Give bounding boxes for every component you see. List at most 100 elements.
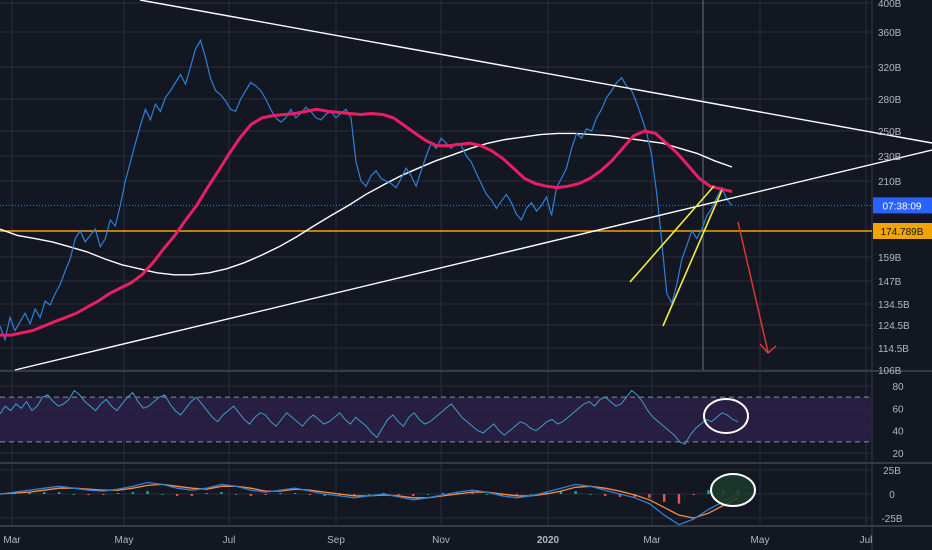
macd-tick-label: 0: [889, 490, 895, 501]
rsi-band-fill: [0, 397, 872, 442]
ascending-trendline: [14, 149, 932, 371]
time-axis[interactable]: Mar May Jul Sep Nov 2020 Mar May Jul: [3, 535, 872, 546]
time-tick-label: May: [751, 535, 770, 546]
histogram-bar: [264, 494, 267, 495]
histogram-bar: [234, 494, 238, 495]
rsi-tick-label: 80: [892, 382, 904, 393]
histogram-bar: [205, 493, 208, 494]
histogram-bar: [692, 494, 695, 495]
price-tick-label: 280B: [878, 95, 902, 106]
moving-average-slow-line: [0, 132, 733, 276]
price-tick-label: 230B: [878, 152, 902, 163]
time-tick-label: Mar: [3, 535, 21, 546]
price-tick-label: 159B: [878, 253, 902, 264]
histogram-bar: [559, 491, 563, 494]
macd-tick-label: 25B: [883, 466, 901, 477]
drawing-annotations: [14, 0, 932, 507]
time-tick-label: 2020: [537, 535, 560, 546]
histogram-bar: [412, 494, 415, 496]
histogram-bar: [530, 494, 533, 495]
time-tick-label: May: [115, 535, 134, 546]
histogram-bar: [441, 493, 444, 494]
histogram-bar: [146, 491, 149, 494]
histogram-bar: [426, 494, 430, 495]
last-price-tag: [873, 197, 932, 214]
price-tick-label: 210B: [878, 177, 902, 188]
time-tick-label: Sep: [327, 535, 345, 546]
rsi-tick-label: 20: [892, 449, 904, 460]
histogram-bar: [515, 494, 518, 496]
histogram-bar: [707, 490, 710, 494]
histogram-bar: [618, 494, 622, 497]
histogram-bar: [308, 494, 312, 495]
histogram-bar: [294, 493, 297, 494]
time-tick-label: Nov: [432, 535, 450, 546]
price-tick-label: 400B: [878, 0, 902, 10]
histogram-bar: [220, 492, 223, 494]
histogram-bar: [72, 494, 75, 495]
histogram-bar: [190, 494, 194, 496]
time-tick-label: Jul: [223, 535, 236, 546]
rsi-tick-label: 60: [892, 404, 904, 415]
price-line: [0, 38, 733, 342]
macd-highlight-circle: [710, 473, 756, 507]
price-tick-label: 124.5B: [878, 321, 910, 332]
histogram-bar: [57, 492, 61, 494]
histogram-bar: [544, 492, 548, 494]
price-tick-label: 320B: [878, 63, 902, 74]
price-tick-label: 147B: [878, 277, 902, 288]
channel-upper-line: [629, 185, 715, 283]
histogram-bar: [353, 494, 356, 496]
histogram-bar: [28, 492, 31, 494]
histogram-bar: [87, 494, 90, 495]
price-tick-label: 114.5B: [878, 344, 909, 355]
histogram-bar: [102, 494, 105, 495]
macd-axis[interactable]: 25B 0 -25B: [881, 466, 902, 525]
histogram-bar: [43, 492, 46, 494]
target-arrow-head: [759, 343, 777, 354]
rsi-highlight-circle: [703, 398, 749, 434]
rsi-panel[interactable]: [0, 389, 872, 445]
histogram-bar: [323, 494, 326, 496]
macd-tick-label: -25B: [881, 514, 902, 525]
channel-lower-line: [662, 189, 723, 327]
price-tick-label: 250B: [878, 127, 902, 138]
histogram-bar: [471, 492, 474, 494]
price-tick-label: 360B: [878, 28, 902, 39]
histogram-bar: [663, 494, 666, 502]
histogram-bar: [175, 494, 179, 496]
histogram-bar: [161, 494, 164, 495]
rsi-tick-label: 40: [892, 427, 904, 438]
histogram-bar: [603, 494, 607, 496]
time-tick-label: Mar: [643, 535, 661, 546]
rsi-axis[interactable]: 80 60 40 20: [892, 382, 904, 460]
macd-panel[interactable]: [0, 481, 740, 526]
price-tick-label: 106B: [878, 366, 902, 377]
descending-trendline: [139, 0, 932, 144]
histogram-bar: [677, 494, 681, 504]
histogram-bar: [116, 493, 120, 494]
histogram-bar: [249, 494, 253, 496]
histogram-bar: [589, 494, 592, 495]
histogram-bar: [456, 492, 459, 494]
price-panel[interactable]: [0, 0, 872, 370]
histogram-bar: [279, 493, 282, 494]
histogram-bar: [574, 491, 577, 494]
macd-line: [0, 481, 739, 526]
price-axis[interactable]: 400B 360B 320B 280B 250B 230B 210B 159B 147B 134.…: [878, 0, 910, 377]
price-tick-label: 134.5B: [878, 300, 910, 311]
price-tags: 07:38:09 174.789B: [873, 197, 932, 239]
histogram-bar: [131, 492, 135, 494]
rsi-line: [0, 389, 739, 445]
histogram-bar: [500, 494, 504, 496]
histogram-bar: [485, 494, 489, 495]
histogram-bar: [367, 494, 371, 495]
countdown-label: 07:38:09: [883, 201, 922, 212]
histogram-bar: [648, 494, 651, 498]
histogram-bar: [397, 494, 400, 495]
support-level-tag: [873, 223, 932, 239]
moving-average-fast-line: [0, 107, 733, 337]
